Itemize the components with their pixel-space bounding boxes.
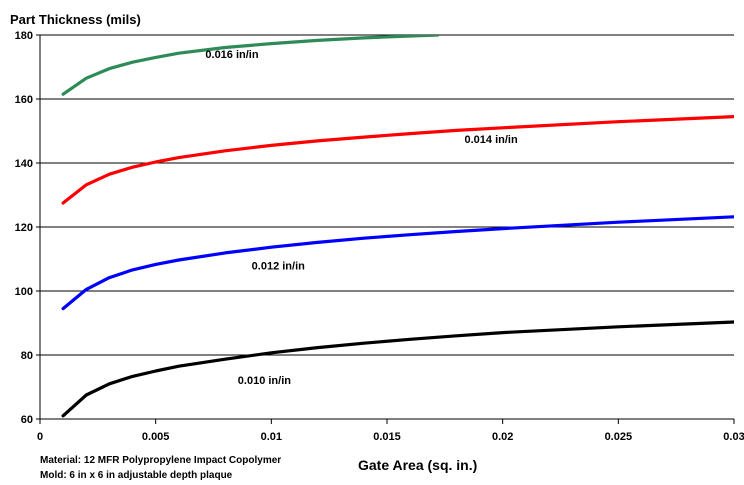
curve-label-1: 0.016 in/in [205, 49, 258, 61]
curve-label-3: 0.012 in/in [252, 261, 305, 273]
y-tick-label-120: 120 [15, 222, 33, 234]
series-line-2 [61, 115, 734, 205]
curve-label-4: 0.010 in/in [238, 375, 291, 387]
x-tick-label-1: 0.005 [142, 431, 170, 443]
y-tick-label-180: 180 [15, 30, 33, 42]
series-line-4 [61, 320, 734, 418]
y-tick-label-60: 60 [21, 414, 33, 426]
gridlines [40, 34, 734, 420]
material-note: Material: 12 MFR Polypropylene Impact Co… [40, 455, 282, 466]
x-tick-labels: 0 0.005 0.01 0.015 0.02 0.025 0.03 [37, 431, 744, 443]
curve-labels: 0.016 in/in 0.014 in/in 0.012 in/in 0.010 i… [205, 49, 518, 387]
series-line-3 [61, 215, 734, 311]
curve-label-2: 0.014 in/in [464, 134, 517, 146]
x-tick-label-4: 0.02 [492, 431, 513, 443]
series-line-1 [61, 35, 440, 96]
x-tick-label-5: 0.025 [605, 431, 633, 443]
axes [36, 34, 735, 424]
y-axis-label: Part Thickness (mils) [10, 12, 141, 27]
y-tick-label-160: 160 [15, 94, 33, 106]
x-tick-label-6: 0.03 [723, 431, 744, 443]
y-tick-label-100: 100 [15, 286, 33, 298]
x-tick-label-2: 0.01 [261, 431, 282, 443]
x-tick-label-3: 0.015 [373, 431, 401, 443]
y-tick-label-140: 140 [15, 158, 33, 170]
x-tick-label-0: 0 [37, 431, 43, 443]
y-tick-label-80: 80 [21, 350, 33, 362]
x-axis-label: Gate Area (sq. in.) [358, 457, 477, 473]
mold-note: Mold: 6 in x 6 in adjustable depth plaqu… [40, 470, 233, 481]
y-tick-labels: 60 80 100 120 140 160 180 [15, 30, 33, 426]
series-lines [61, 35, 734, 418]
